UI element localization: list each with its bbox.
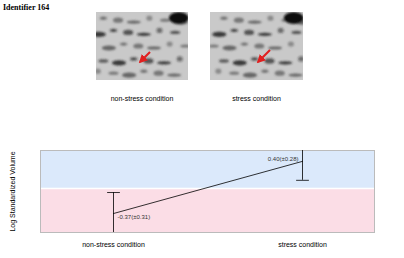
svg-text:non-stress condition: non-stress condition — [111, 95, 174, 102]
svg-text:non-stress condition: non-stress condition — [82, 241, 145, 248]
svg-text:Log Standardized Volume: Log Standardized Volume — [9, 151, 17, 231]
svg-text:stress condition: stress condition — [232, 95, 281, 102]
svg-text:stress condition: stress condition — [278, 241, 327, 248]
svg-text:0.40(±0.28): 0.40(±0.28) — [268, 156, 299, 162]
svg-text:Identifier 164: Identifier 164 — [3, 3, 49, 12]
svg-text:-0.37(±0.31): -0.37(±0.31) — [118, 214, 151, 220]
